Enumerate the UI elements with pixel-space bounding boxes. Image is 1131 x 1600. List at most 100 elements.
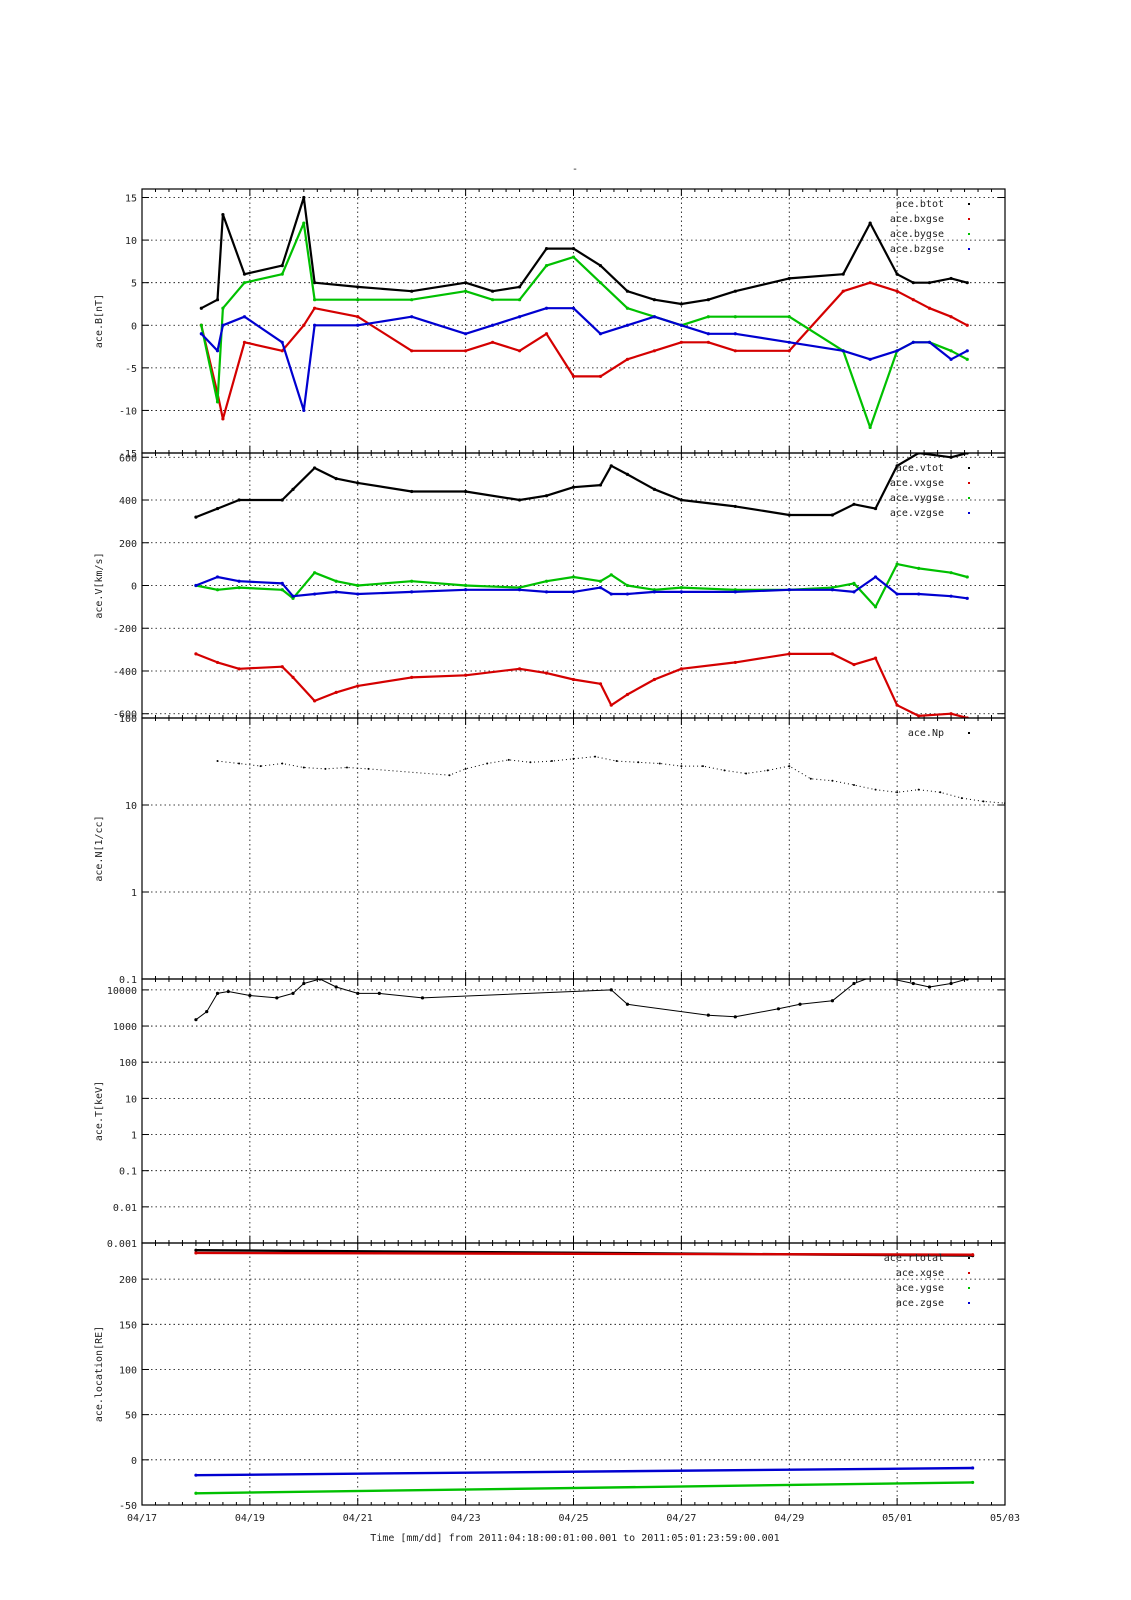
data-point xyxy=(464,767,467,770)
data-point xyxy=(571,677,576,682)
data-point xyxy=(852,981,856,986)
data-point xyxy=(291,594,295,598)
panel-1: 15 10 5 0 -5 -10 -15 ace.B[nT] ace.btot ace.bxgse… xyxy=(94,188,1006,460)
data-point xyxy=(356,583,360,588)
data-point xyxy=(242,315,247,319)
data-point xyxy=(787,349,791,353)
y-tick-label: 10 xyxy=(125,1094,137,1105)
y-tick-label: -10 xyxy=(119,406,137,417)
legend-label: ace.btot xyxy=(896,199,944,210)
data-point xyxy=(598,682,603,686)
y-tick-label: 0 xyxy=(131,321,137,332)
data-point xyxy=(410,590,414,594)
series-layer xyxy=(216,755,1005,805)
data-point xyxy=(971,1253,975,1257)
data-point xyxy=(895,289,899,293)
data-point xyxy=(517,349,522,353)
data-point xyxy=(625,1002,630,1006)
y-tick-label: 10 xyxy=(125,801,137,812)
data-point xyxy=(571,575,576,579)
panel-3: 100 10 1 0.1 ace.N[1/cc] ace.Np xyxy=(94,714,1006,986)
data-point xyxy=(242,281,247,285)
y-tick-label: -5 xyxy=(125,364,137,375)
data-point xyxy=(733,332,737,336)
data-point xyxy=(911,298,915,302)
series-layer xyxy=(199,195,969,430)
data-point xyxy=(313,306,317,310)
data-point xyxy=(291,487,295,491)
data-point xyxy=(652,315,657,319)
data-point xyxy=(965,357,969,361)
legend-marker xyxy=(968,512,970,514)
data-point xyxy=(927,281,932,285)
data-point xyxy=(248,993,252,998)
panel-5: 200 150 100 50 0 -50 ace.location[RE] ace.rtota… xyxy=(94,1242,1020,1524)
data-point xyxy=(868,357,872,361)
series-layer xyxy=(194,1248,975,1495)
data-point xyxy=(280,581,284,585)
data-point xyxy=(237,498,241,502)
data-point xyxy=(242,340,247,344)
data-point xyxy=(733,289,737,293)
data-point xyxy=(965,575,969,579)
data-point xyxy=(490,323,495,327)
data-point xyxy=(625,692,630,697)
data-point xyxy=(911,340,915,344)
y-tick-label: 0 xyxy=(131,582,137,593)
data-point xyxy=(280,272,284,276)
data-point xyxy=(733,1015,737,1019)
data-point xyxy=(464,673,468,677)
data-point xyxy=(280,665,284,669)
data-point xyxy=(787,588,791,592)
data-point xyxy=(544,579,549,583)
data-point xyxy=(615,760,618,763)
data-point xyxy=(679,667,683,671)
data-point xyxy=(356,592,360,596)
data-point xyxy=(215,349,220,353)
data-point xyxy=(221,417,225,421)
data-point xyxy=(895,349,899,353)
data-point xyxy=(949,594,953,598)
data-point xyxy=(939,791,942,794)
data-point xyxy=(464,281,468,285)
data-point xyxy=(598,332,603,336)
panel-4: 10000 1000 100 10 1 0.1 0.01 0.001 ace.T[keV] xyxy=(94,978,1006,1250)
data-point xyxy=(194,515,198,519)
data-point xyxy=(448,774,451,777)
legend-label: ace.ygse xyxy=(896,1283,944,1294)
data-point xyxy=(652,298,657,302)
data-point xyxy=(733,590,737,594)
data-point xyxy=(658,762,661,765)
data-point xyxy=(313,592,317,596)
data-point xyxy=(949,349,953,353)
y-tick-label: 0 xyxy=(131,1456,137,1467)
data-point xyxy=(965,349,969,353)
y-tick-label: 10000 xyxy=(107,986,137,997)
x-tick-label: 05/03 xyxy=(990,1513,1020,1524)
data-point xyxy=(598,586,603,590)
legend-label: ace.vtot xyxy=(896,463,944,474)
data-point xyxy=(852,502,856,506)
data-point xyxy=(215,575,220,579)
data-point xyxy=(302,323,306,327)
data-point xyxy=(420,996,425,1000)
data-point xyxy=(679,498,683,502)
y-tick-label: -600 xyxy=(113,710,137,721)
data-point xyxy=(280,340,284,344)
data-point xyxy=(334,477,338,481)
data-point xyxy=(313,699,317,703)
data-point xyxy=(787,276,791,281)
data-point xyxy=(410,579,414,583)
data-point xyxy=(965,596,969,600)
y-tick-label: -50 xyxy=(119,1501,137,1512)
data-point xyxy=(302,408,306,413)
data-point xyxy=(733,660,737,665)
data-point xyxy=(788,765,791,768)
data-point xyxy=(852,783,855,786)
data-point xyxy=(313,298,317,302)
data-point xyxy=(572,757,575,760)
data-point xyxy=(259,765,262,768)
data-point xyxy=(544,247,549,251)
legend-label: ace.bxgse xyxy=(890,214,944,225)
